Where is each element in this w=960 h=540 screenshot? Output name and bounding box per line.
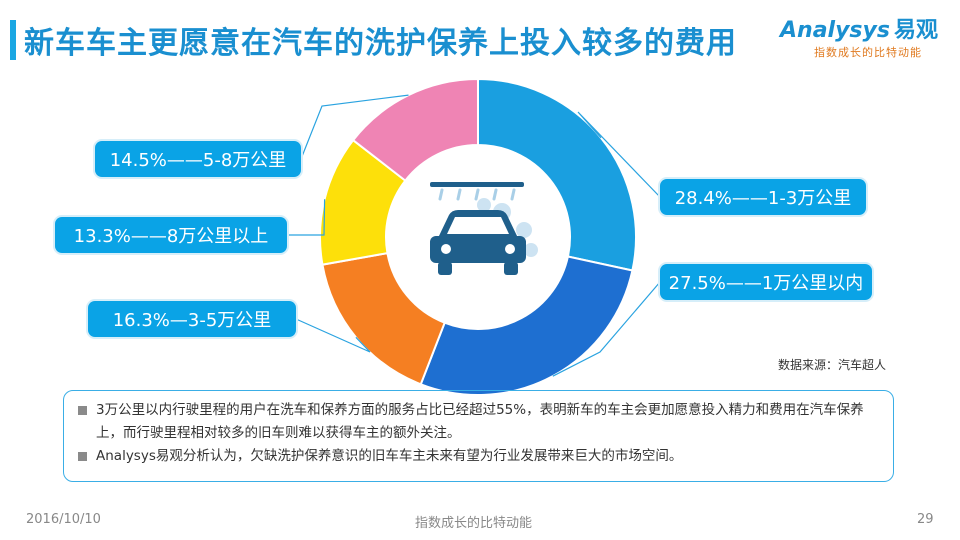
footer-date: 2016/10/10 xyxy=(26,512,101,527)
donut-chart xyxy=(287,77,661,396)
leader-line xyxy=(552,281,661,377)
car-wash-icon xyxy=(430,182,538,275)
label-1-3w: 28.4%——1-3万公里 xyxy=(660,179,866,215)
label-5-8w: 14.5%——5-8万公里 xyxy=(95,141,301,177)
bullet-square-icon xyxy=(78,406,87,415)
analysys-logo: Analysys 易观 指数成长的比特动能 xyxy=(780,12,950,68)
footer-tagline: 指数成长的比特动能 xyxy=(415,516,533,531)
label-over-8w: 13.3%——8万公里以上 xyxy=(55,217,287,253)
leader-line xyxy=(295,318,371,353)
note-text: Analysys易观分析认为，欠缺洗护保养意识的旧车车主未来有望为行业发展带来巨… xyxy=(96,448,683,464)
logo-brand-cn: 易观 xyxy=(893,18,938,43)
page-number: 29 xyxy=(917,512,934,527)
leader-line xyxy=(300,94,409,160)
logo-tagline: 指数成长的比特动能 xyxy=(814,46,922,59)
leader-lines xyxy=(287,94,661,377)
note-item: Analysys易观分析认为，欠缺洗护保养意识的旧车车主未来有望为行业发展带来巨… xyxy=(78,445,879,468)
notes-box: 3万公里以内行驶里程的用户在洗车和保养方面的服务占比已经超过55%，表明新车的车… xyxy=(63,390,894,482)
page-title: 新车车主更愿意在汽车的洗护保养上投入较多的费用 xyxy=(24,26,737,61)
slice-1-3w xyxy=(477,77,637,272)
label-within-1w: 27.5%——1万公里以内 xyxy=(660,264,872,300)
leader-line xyxy=(287,199,326,236)
logo-brand: Analysys xyxy=(780,18,890,43)
leader-line xyxy=(577,111,661,198)
donut-slices xyxy=(319,77,637,396)
slice-within-1w xyxy=(419,255,634,396)
slice-3-5w xyxy=(321,251,446,386)
label-3-5w: 16.3%—3-5万公里 xyxy=(88,301,296,337)
slice-5-8w xyxy=(351,77,479,183)
title-accent-bar xyxy=(10,20,16,60)
data-source: 数据来源：汽车超人 xyxy=(778,358,887,372)
note-text: 3万公里以内行驶里程的用户在洗车和保养方面的服务占比已经超过55%，表明新车的车… xyxy=(96,402,864,441)
bullet-square-icon xyxy=(78,452,87,461)
note-item: 3万公里以内行驶里程的用户在洗车和保养方面的服务占比已经超过55%，表明新车的车… xyxy=(78,399,879,445)
